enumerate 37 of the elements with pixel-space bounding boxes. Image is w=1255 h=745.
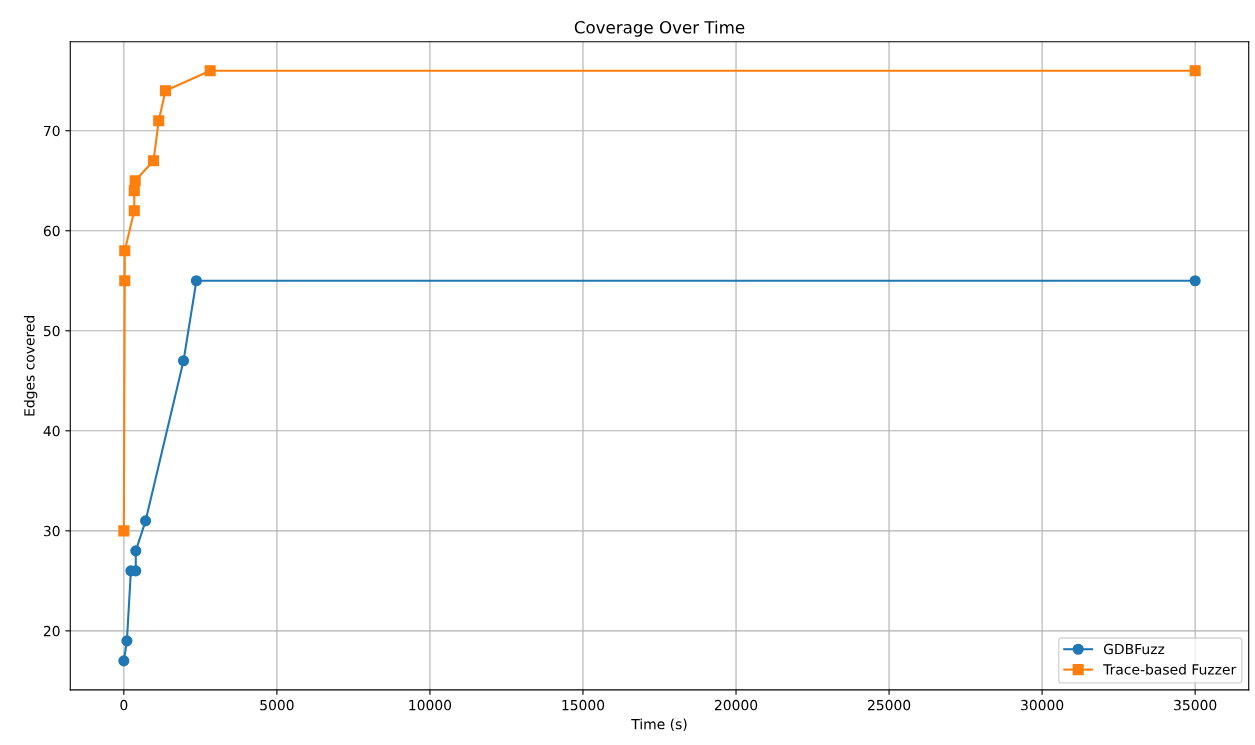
y-axis-title: Edges covered — [23, 315, 38, 416]
point — [153, 115, 165, 127]
x-tick-label: 20000 — [714, 699, 758, 711]
point — [204, 65, 216, 77]
point — [119, 275, 131, 287]
chart-title: Coverage Over Time — [574, 20, 745, 37]
y-tick-label: 40 — [43, 425, 60, 437]
y-tick-label: 20 — [43, 625, 60, 637]
x-tick-label: 15000 — [562, 699, 605, 711]
y-tick-label: 60 — [43, 225, 60, 237]
x-tick-label: 30000 — [1021, 699, 1064, 711]
point — [128, 205, 140, 217]
x-tick-label: 25000 — [868, 699, 911, 711]
x-tick-label: 35000 — [1174, 699, 1217, 711]
point — [129, 175, 141, 187]
x-tick-label: 10000 — [409, 699, 452, 711]
point — [118, 655, 130, 667]
point — [119, 245, 131, 257]
point — [1189, 65, 1201, 77]
point — [159, 85, 172, 97]
y-tick-label: 50 — [43, 325, 60, 337]
point — [128, 185, 140, 197]
point — [118, 525, 130, 537]
x-tick-label: 5000 — [260, 699, 294, 711]
legend-label: Trace-based Fuzzer — [1103, 663, 1237, 675]
point — [190, 275, 202, 287]
point — [121, 635, 133, 647]
x-tick-label: 0 — [120, 699, 128, 711]
x-axis-title: Time (s) — [631, 718, 687, 731]
point — [140, 515, 152, 527]
point — [1189, 275, 1201, 287]
point — [130, 545, 142, 557]
y-tick-label: 70 — [44, 125, 60, 137]
legend-label: GDBFuzz — [1103, 643, 1165, 655]
y-tick-label: 30 — [43, 525, 60, 537]
point — [177, 355, 190, 367]
point — [147, 155, 160, 167]
